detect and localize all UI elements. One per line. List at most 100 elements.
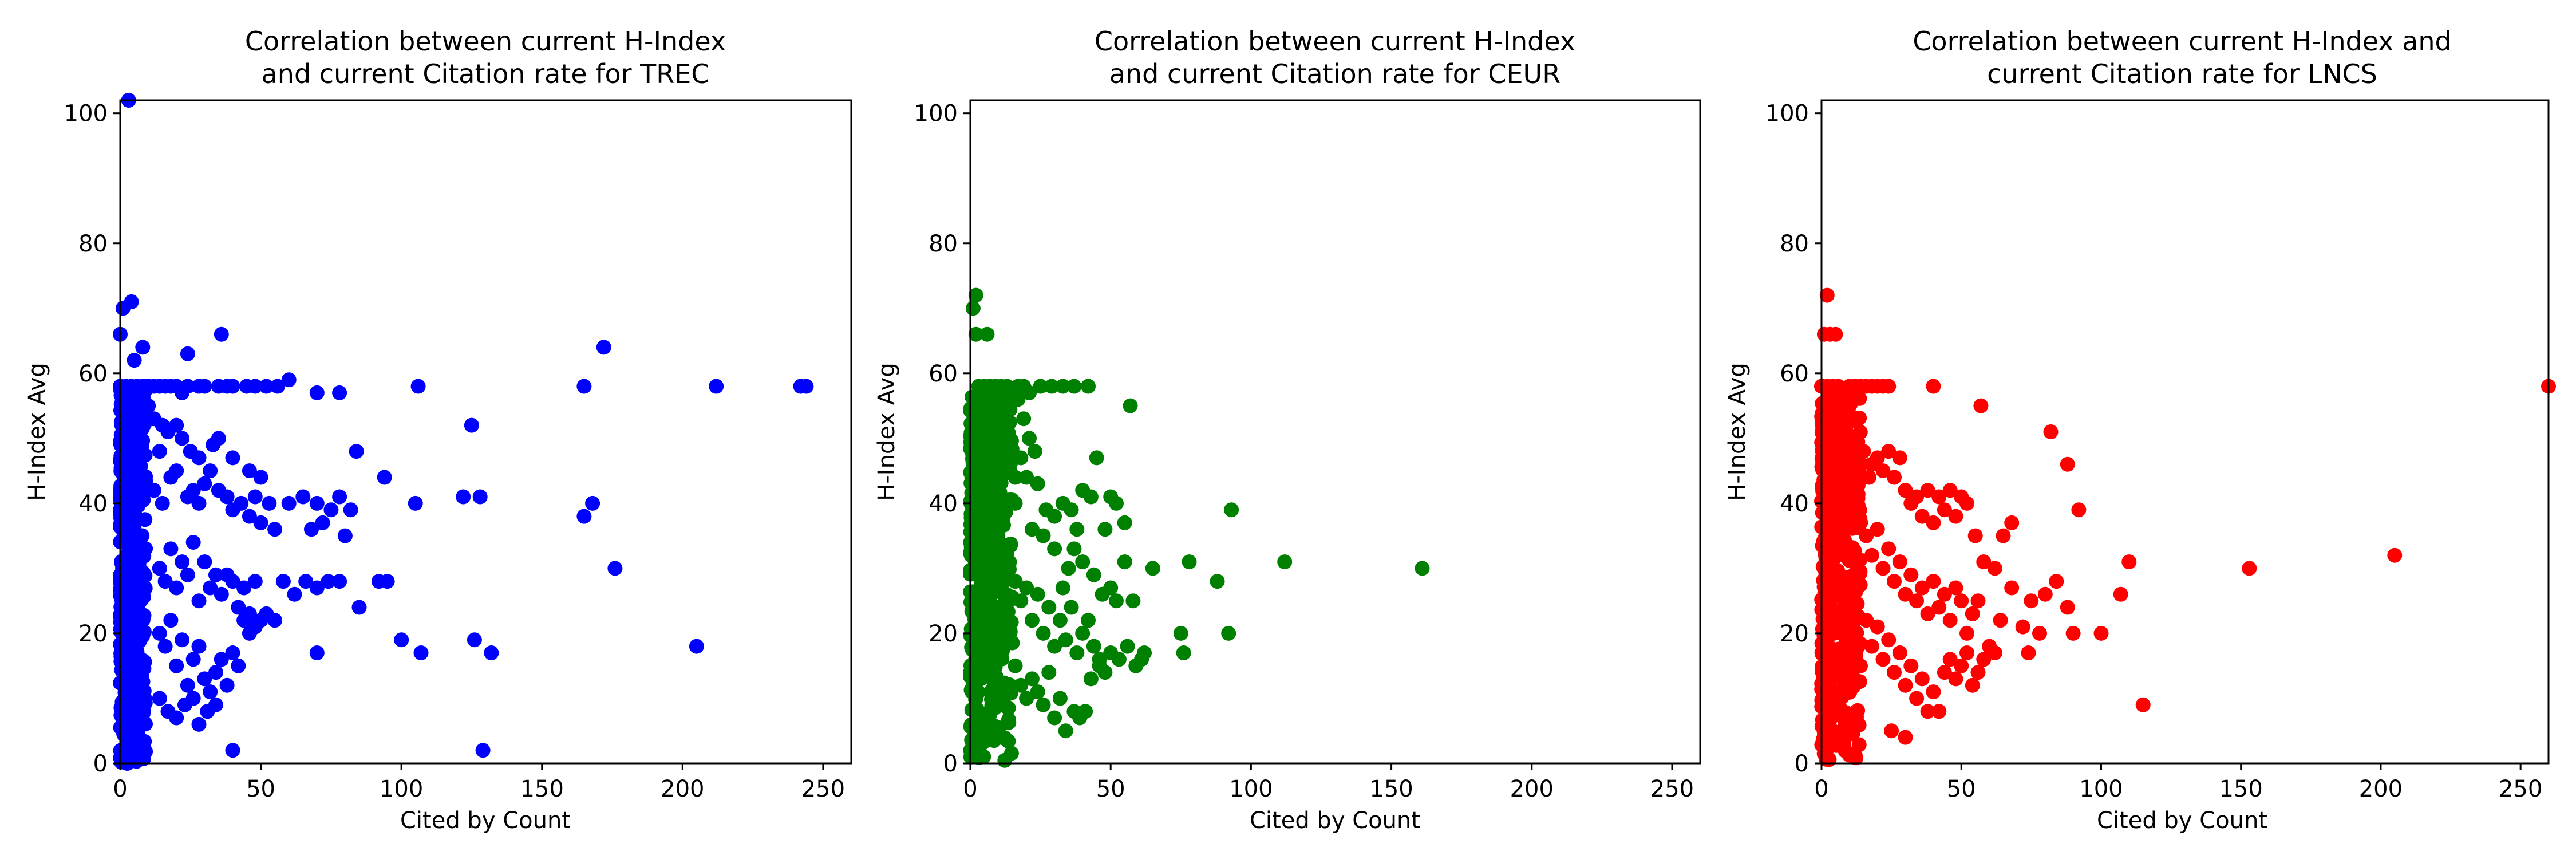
scatter-point [2071, 502, 2087, 518]
chart-title-line2: current Citation rate for LNCS [1987, 58, 2377, 89]
scatter-point [231, 658, 246, 673]
scatter-point [1066, 541, 1082, 557]
scatter-point [236, 580, 252, 596]
scatter-point [315, 515, 330, 530]
scatter-point [1013, 450, 1029, 466]
scatter-point [1815, 405, 1831, 421]
scatter-point [1019, 580, 1034, 596]
scatter-point [309, 580, 325, 596]
scatter-point [1859, 528, 1874, 543]
scatter-point [1047, 541, 1062, 557]
scatter-point [118, 754, 134, 769]
scatter-point [1097, 522, 1113, 537]
y-tick-label: 40 [929, 491, 958, 517]
scatter-point [1816, 592, 1831, 607]
scatter-point [1862, 470, 1876, 485]
x-tick-label: 250 [801, 776, 845, 802]
scatter-point [1965, 606, 1980, 621]
scatter-point [191, 593, 207, 609]
scatter-point [1816, 610, 1831, 625]
scatter-point [1819, 514, 1834, 529]
x-axis-label: Cited by Count [2097, 807, 2267, 834]
scatter-point [1848, 750, 1864, 766]
y-tick-label: 80 [1780, 231, 1809, 257]
scatter-point [214, 586, 229, 602]
scatter-point [975, 735, 990, 751]
scatter-point [185, 483, 201, 498]
scatter-point [1027, 444, 1042, 459]
scatter-point [133, 572, 148, 588]
scatter-point [1870, 619, 1885, 635]
scatter-point [1081, 379, 1096, 394]
scatter-point [135, 674, 151, 689]
scatter-point [118, 592, 133, 607]
x-tick-label: 100 [2079, 776, 2123, 802]
scatter-point [1838, 743, 1853, 759]
scatter-point [1111, 652, 1127, 667]
axis-ticks: 0 50 100 150 200 250 0 20 40 60 80 100 [914, 101, 1694, 802]
scatter-points [113, 93, 814, 771]
y-tick-label: 0 [943, 751, 958, 777]
scatter-point [321, 574, 336, 589]
axis-ticks: 0 50 100 150 200 250 0 20 40 60 80 100 [1765, 101, 2543, 802]
scatter-point [309, 385, 325, 400]
scatter-point [191, 495, 207, 511]
scatter-point [208, 697, 223, 712]
scatter-point [1948, 509, 1963, 524]
scatter-point [1881, 541, 1897, 557]
scatter-point [1942, 652, 1958, 667]
scatter-point [1047, 509, 1062, 524]
scatter-point [997, 752, 1013, 768]
chart-title-line2: and current Citation rate for TREC [262, 58, 710, 89]
scatter-point [2021, 645, 2036, 660]
scatter-point [163, 613, 179, 628]
y-axis-label: H-Index Avg [874, 362, 900, 501]
scatter-point [1092, 652, 1107, 667]
scatter-point [1819, 704, 1834, 719]
scatter-point [152, 625, 167, 641]
scatter-point [969, 702, 985, 717]
scatter-point [484, 645, 499, 660]
scatter-point [1013, 593, 1029, 609]
scatter-point [175, 554, 190, 570]
scatter-point [157, 639, 173, 654]
scatter-point [180, 379, 195, 394]
scatter-point [1055, 379, 1070, 394]
y-tick-label: 0 [93, 751, 108, 777]
scatter-point [1931, 489, 1947, 505]
scatter-point [185, 691, 201, 706]
scatter-point [976, 635, 991, 650]
scatter-point [1898, 483, 1913, 498]
scatter-point [1836, 602, 1852, 617]
scatter-point [799, 379, 814, 394]
scatter-point [2093, 625, 2109, 641]
scatter-point [1856, 444, 1871, 459]
scatter-point [1002, 402, 1018, 417]
scatter-point [991, 535, 1006, 551]
scatter-point [309, 645, 325, 660]
scatter-point [1044, 379, 1060, 394]
scatter-point [197, 671, 212, 687]
scatter-point [1036, 625, 1051, 641]
y-tick-label: 100 [64, 101, 108, 127]
scatter-point [1948, 580, 1963, 596]
scatter-point [1052, 691, 1068, 706]
scatter-point [169, 658, 184, 673]
scatter-point [1117, 554, 1132, 570]
scatter-point [122, 683, 137, 698]
scatter-point [203, 580, 218, 596]
scatter-point [1001, 455, 1017, 471]
x-tick-label: 50 [1096, 776, 1125, 802]
scatter-point [1019, 691, 1034, 706]
x-tick-label: 50 [1947, 776, 1976, 802]
chart-title-line1: Correlation between current H-Index [1095, 26, 1575, 57]
scatter-point [1002, 554, 1017, 570]
scatter-point [2032, 625, 2047, 641]
scatter-point [122, 470, 137, 485]
scatter-point [1884, 723, 1899, 739]
scatter-point [1816, 621, 1831, 637]
scatter-point [1898, 730, 1913, 745]
scatter-point [1914, 671, 1930, 687]
scatter-point [247, 574, 263, 589]
scatter-point [1097, 665, 1113, 680]
